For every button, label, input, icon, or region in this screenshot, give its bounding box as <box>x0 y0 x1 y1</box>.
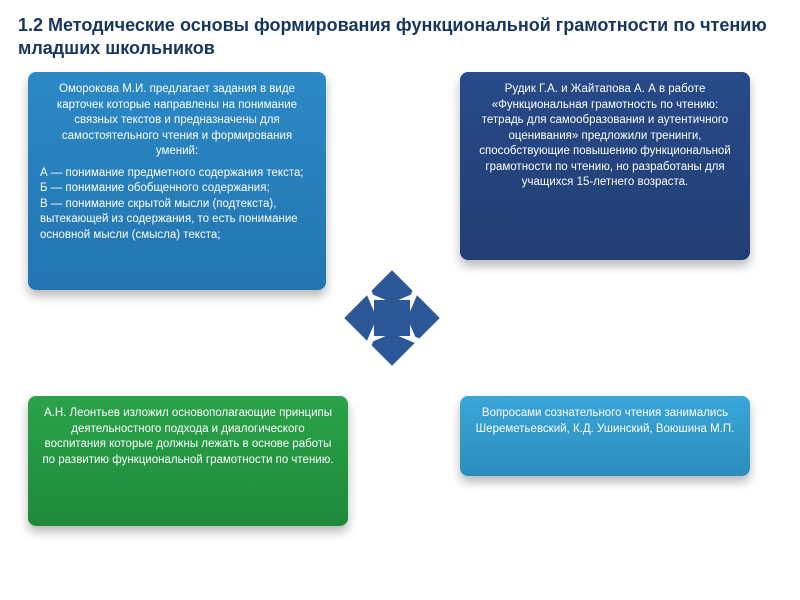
card-researchers: Вопросами сознательного чтения занималис… <box>460 396 750 476</box>
page-title: 1.2 Методические основы формирования фун… <box>18 14 782 59</box>
card-omorokova: Оморокова М.И. предлагает задания в виде… <box>28 72 326 290</box>
card-leontiev: А.Н. Леонтьев изложил основополагающие п… <box>28 396 348 526</box>
card-omorokova-bullets: А — понимание предметного содержания тек… <box>40 166 314 244</box>
card-researchers-text: Вопросами сознательного чтения занималис… <box>472 406 738 437</box>
card-omorokova-intro: Оморокова М.И. предлагает задания в виде… <box>40 82 314 160</box>
card-leontiev-text: А.Н. Леонтьев изложил основополагающие п… <box>40 406 336 468</box>
card-rudik: Рудик Г.А. и Жайтапова А. А в работе «Фу… <box>460 72 750 260</box>
center-cross-icon <box>332 258 452 378</box>
card-rudik-text: Рудик Г.А. и Жайтапова А. А в работе «Фу… <box>472 82 738 191</box>
